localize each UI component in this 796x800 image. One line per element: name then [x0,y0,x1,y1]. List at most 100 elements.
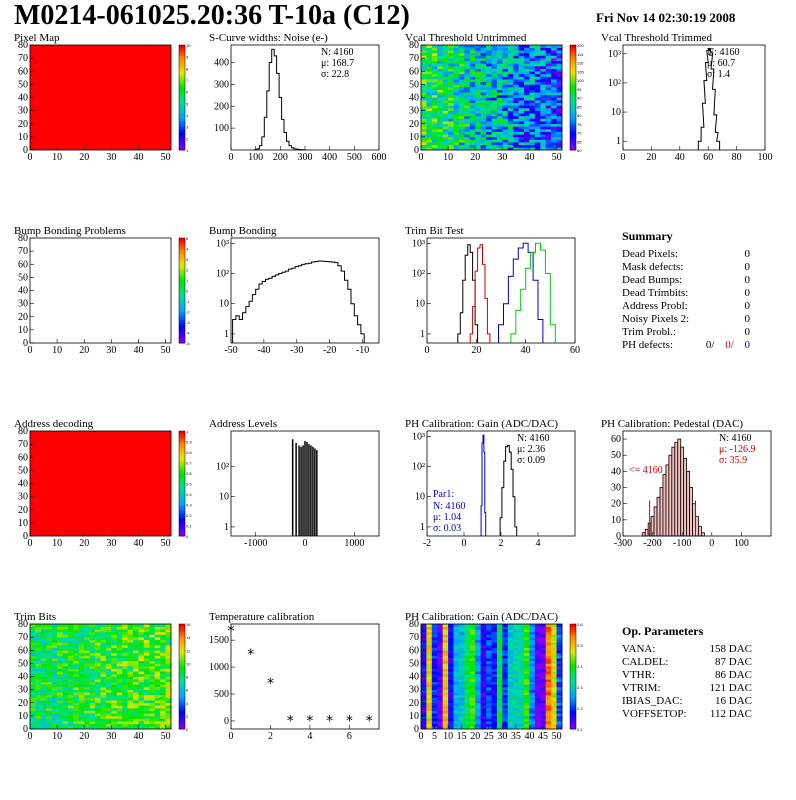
plot-frame [622,44,766,151]
palette-cell [570,626,576,630]
palette-cell [179,45,185,49]
palette-tick: 12 [186,648,191,653]
palette-tick: 16 [186,622,191,627]
ph-defects-value-black: 0/ [705,339,715,351]
op-param-label: VTRIM: [622,682,661,694]
palette-tick: 3 [186,257,189,262]
x-tick-label: 50 [161,731,171,742]
scatter-point: * [228,623,235,639]
chart-ph-pedestal: PH Calibration: Pedestal (DAC) <= 4160 -30… [601,418,772,549]
palette-cell [179,663,185,667]
palette-cell [179,251,185,255]
bar [698,525,702,537]
x-tick-label: 2 [268,731,273,742]
palette-cell [179,240,185,244]
y-tick-label: 0 [23,145,28,156]
series-line [498,242,544,343]
palette-cell [570,668,576,672]
palette-frame [569,623,577,730]
summary-row: Dead Trimbits: 0 [622,287,750,300]
palette-tick: 1 [186,148,189,153]
y-tick-label: 10³ [412,431,425,442]
palette-cell [179,97,185,101]
y-tick-label: 70 [18,246,28,257]
palette-cell [179,332,185,336]
x-tick-label: 0 [462,538,467,549]
palette-cell [570,147,576,151]
palette-cell [570,673,576,677]
palette-cell [179,259,185,263]
op-param-row: VOFFSETOP: 112 DAC [622,708,752,721]
bar [641,532,646,537]
y-tick-label: 400 [214,58,229,69]
palette-cell [179,647,185,651]
heatmap-fill [30,45,171,150]
op-param-value: 112 DAC [709,708,752,720]
palette-cell [179,673,185,677]
bar [656,496,661,537]
palette-tick: 2.4 [577,664,583,669]
palette-cell [570,710,576,714]
palette-cell [570,66,576,70]
stat-line: σ: 22.8 [321,69,349,80]
x-tick-label: 50 [161,538,171,549]
x-tick-label: 40 [133,152,143,163]
palette-frame [178,623,186,730]
palette-cell [179,60,185,64]
x-tick-label: 40 [524,152,534,163]
bar [689,487,693,537]
palette-cell [179,507,185,511]
palette-cell [179,692,185,696]
chart-ph-gain: PH Calibration: Gain (ADC/DAC) -2 0 2 4 1 10 10… [405,418,576,549]
palette-cell [179,642,185,646]
palette-cell [179,290,185,294]
plot-frame [230,237,380,344]
palette-tick: 2.2 [577,706,583,711]
plot-frame [622,430,772,537]
palette-cell [179,100,185,104]
palette-cell [570,94,576,98]
palette-cell [179,285,185,289]
palette-tick: 4 [186,247,189,252]
palette-tick: 0.9 [186,440,192,445]
y-tick-label: 20 [409,119,419,130]
palette-tick: 9 [186,55,189,60]
x-tick-label: 40 [524,731,534,742]
palette-cell [179,441,185,445]
palette-cell [179,324,185,328]
y-tick-label: 0 [414,145,419,156]
palette-cell [570,115,576,119]
palette-cell [179,467,185,471]
y-tick-label: 20 [18,119,28,130]
x-tick-label: 5 [432,731,437,742]
palette-cell [179,126,185,130]
palette-cell [179,666,185,670]
palette-cell [570,108,576,112]
palette-tick: 1 [186,429,189,434]
chart-vcal-untrimmed: Vcal Threshold Untrimmed 60 65 70 75 80 85 90 95… [405,32,584,163]
chart-bump-bonding: Bump Bonding -50 -40 -30 -20 -10 1 10 10² 10³ [209,225,380,356]
x-tick-label: 4 [536,538,541,549]
palette-cell [570,89,576,93]
scatter-point: * [267,676,274,692]
palette-cell [179,713,185,717]
palette-cell [570,47,576,51]
y-tick-label: 40 [18,93,28,104]
y-tick-label: 70 [409,632,419,643]
op-param-row: VTRIM: 121 DAC [622,682,752,695]
palette-cell [179,457,185,461]
y-tick-label: 40 [18,286,28,297]
panel-ph-gain-map: PH Calibration: Gain (ADC/DAC) 2.1 2.2 2.3 2… [405,610,595,800]
y-tick-label: 0 [23,724,28,735]
chart-title: Trim Bit Test [405,225,464,237]
palette-cell [179,134,185,138]
palette-cell [179,123,185,127]
y-tick-label: 30 [611,483,621,494]
bar [683,458,688,537]
palette-cell [570,713,576,717]
palette-cell [179,705,185,709]
x-tick-label: -100 [673,538,691,549]
palette-cell [179,676,185,680]
chart-trim-bit-test: Trim Bit Test 0 20 40 60 1 10 10² 10³ [405,225,580,356]
palette-cell [570,689,576,693]
